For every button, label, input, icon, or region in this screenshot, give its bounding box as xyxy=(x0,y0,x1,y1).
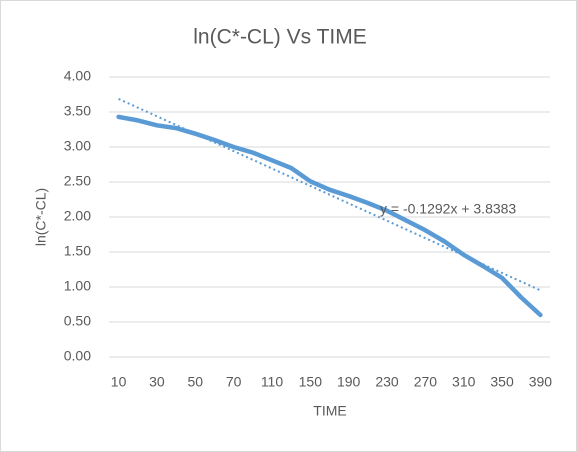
x-tick-label: 150 xyxy=(299,374,323,390)
y-tick-label: 2.50 xyxy=(64,173,91,189)
x-tick-label: 190 xyxy=(337,374,361,390)
y-tick-label: 4.00 xyxy=(64,68,91,84)
y-axis-label: ln(C*-CL) xyxy=(33,188,49,246)
y-tick-label: 1.00 xyxy=(64,278,91,294)
x-tick-label: 270 xyxy=(414,374,438,390)
x-tick-label: 110 xyxy=(261,374,284,390)
y-tick-label: 3.00 xyxy=(64,138,91,154)
y-tick-label: 3.50 xyxy=(64,103,91,119)
x-axis-label: TIME xyxy=(313,403,346,419)
y-tick-label: 1.50 xyxy=(64,243,91,259)
x-tick-label: 30 xyxy=(149,374,165,390)
x-tick-label: 70 xyxy=(226,374,242,390)
trendline xyxy=(118,97,541,292)
y-tick-label: 2.00 xyxy=(64,208,91,224)
x-tick-label: 390 xyxy=(529,374,553,390)
x-tick-label: 50 xyxy=(187,374,203,390)
x-tick-label: 310 xyxy=(452,374,476,390)
trendline-label: y = -0.1292x + 3.8383 xyxy=(380,201,516,217)
chart-title: ln(C*-CL) Vs TIME xyxy=(193,26,366,49)
x-tick-label: 230 xyxy=(375,374,399,390)
y-tick-label: 0.50 xyxy=(64,313,91,329)
x-tick-label: 350 xyxy=(490,374,514,390)
x-tick-label: 10 xyxy=(111,374,127,390)
y-tick-label: 0.00 xyxy=(64,348,91,364)
